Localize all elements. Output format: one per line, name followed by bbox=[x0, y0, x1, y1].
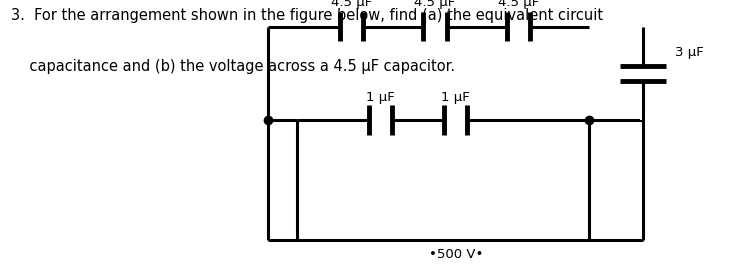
Text: capacitance and (b) the voltage across a 4.5 μF capacitor.: capacitance and (b) the voltage across a… bbox=[11, 59, 455, 74]
Text: 4.5 μF: 4.5 μF bbox=[415, 0, 456, 9]
Text: 4.5 μF: 4.5 μF bbox=[331, 0, 372, 9]
Text: •500 V•: •500 V• bbox=[429, 248, 483, 261]
Text: 3 μF: 3 μF bbox=[675, 46, 703, 59]
Text: 1 μF: 1 μF bbox=[441, 91, 470, 104]
Text: 4.5 μF: 4.5 μF bbox=[498, 0, 539, 9]
Text: 3.  For the arrangement shown in the figure below, find (a) the equivalent circu: 3. For the arrangement shown in the figu… bbox=[11, 8, 603, 23]
Text: 1 μF: 1 μF bbox=[366, 91, 395, 104]
